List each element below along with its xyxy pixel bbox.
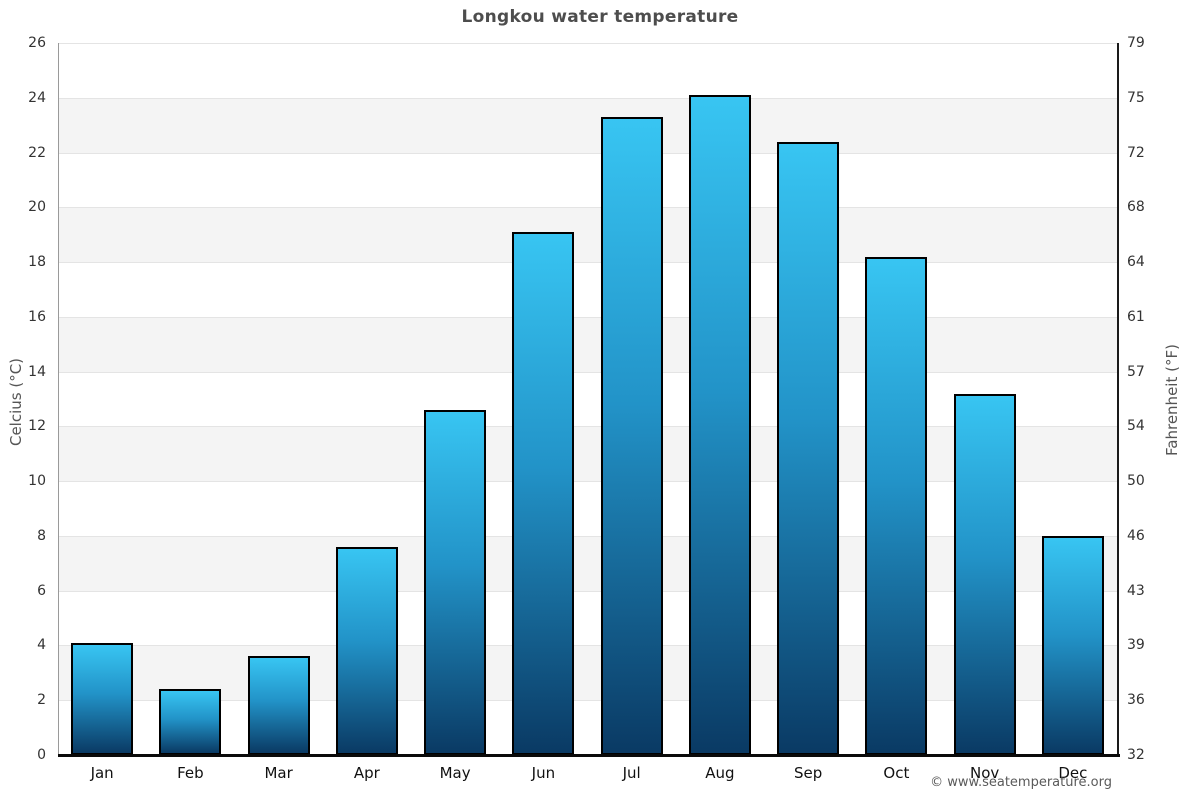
y-tick-fahrenheit-32: 32	[1127, 747, 1145, 763]
bar-nov[interactable]	[953, 393, 1016, 755]
y-tick-fahrenheit-61: 61	[1127, 308, 1145, 325]
x-tick-jun: Jun	[531, 764, 556, 782]
y-tick-celsius-12: 12	[28, 418, 46, 435]
y-tick-celsius-10: 10	[28, 473, 46, 490]
x-tick-feb: Feb	[177, 764, 204, 782]
y-tick-celsius-6: 6	[37, 582, 46, 599]
x-tick-dec: Dec	[1058, 764, 1088, 782]
x-tick-sep: Sep	[793, 764, 823, 782]
bar-feb[interactable]	[159, 689, 222, 755]
y-tick-celsius-2: 2	[37, 692, 46, 709]
grid-band-22-24	[58, 97, 1117, 153]
x-axis-line	[58, 754, 1120, 757]
grid-band-6-8	[58, 535, 1117, 591]
bar-aug[interactable]	[688, 95, 751, 755]
y-tick-fahrenheit-72: 72	[1127, 144, 1145, 161]
bar-jun[interactable]	[512, 231, 575, 755]
grid-band-4-6	[58, 590, 1117, 646]
bar-sep[interactable]	[777, 141, 840, 755]
y-tick-fahrenheit-75: 75	[1127, 89, 1145, 106]
x-tick-jul: Jul	[622, 764, 641, 782]
bar-dec[interactable]	[1041, 535, 1104, 755]
grid-band-12-14	[58, 371, 1117, 427]
x-tick-aug: Aug	[705, 764, 735, 782]
x-tick-jan: Jan	[90, 764, 114, 782]
y-tick-celsius-16: 16	[28, 308, 46, 325]
copyright-link[interactable]: © www.seatemperature.org	[930, 775, 1112, 790]
x-tick-mar: Mar	[264, 764, 293, 782]
y-tick-celsius-8: 8	[37, 527, 46, 544]
grid-band-16-18	[58, 262, 1117, 317]
chart-title: Longkou water temperature	[461, 7, 739, 27]
plot-area	[58, 43, 1117, 755]
grid-band-20-22	[58, 152, 1117, 208]
y-tick-celsius-14: 14	[28, 363, 46, 380]
y-tick-fahrenheit-64: 64	[1127, 254, 1145, 271]
grid-band-0-2	[58, 700, 1117, 755]
y-tick-celsius-0: 0	[37, 747, 46, 763]
bar-jan[interactable]	[71, 642, 134, 755]
grid-band-10-12	[58, 426, 1117, 482]
y-axis-line-left	[58, 43, 59, 755]
bar-mar[interactable]	[247, 656, 310, 755]
y-tick-celsius-18: 18	[28, 254, 46, 271]
y-axis-line-right	[1117, 43, 1119, 755]
y-tick-celsius-20: 20	[28, 199, 46, 216]
bar-oct[interactable]	[865, 256, 928, 755]
grid-band-24-26	[58, 43, 1117, 98]
y-axis-label-fahrenheit: Fahrenheit (°F)	[1163, 344, 1181, 456]
x-tick-may: May	[439, 764, 471, 782]
y-tick-fahrenheit-68: 68	[1127, 199, 1145, 216]
y-tick-fahrenheit-46: 46	[1127, 527, 1145, 544]
y-tick-fahrenheit-36: 36	[1127, 692, 1145, 709]
bar-may[interactable]	[424, 409, 487, 755]
y-tick-fahrenheit-39: 39	[1127, 637, 1145, 654]
y-tick-celsius-22: 22	[28, 144, 46, 161]
y-tick-celsius-24: 24	[28, 89, 46, 106]
y-axis-label-celsius: Celcius (°C)	[7, 357, 25, 447]
x-tick-nov: Nov	[969, 764, 1000, 782]
x-tick-oct: Oct	[883, 764, 910, 782]
x-tick-apr: Apr	[353, 764, 380, 782]
y-tick-celsius-26: 26	[28, 35, 46, 51]
y-tick-fahrenheit-43: 43	[1127, 582, 1145, 599]
y-tick-fahrenheit-54: 54	[1127, 418, 1145, 435]
grid-band-8-10	[58, 481, 1117, 536]
grid-band-2-4	[58, 645, 1117, 701]
bar-apr[interactable]	[335, 546, 398, 755]
y-tick-fahrenheit-57: 57	[1127, 363, 1145, 380]
bar-jul[interactable]	[600, 116, 663, 755]
y-tick-fahrenheit-50: 50	[1127, 473, 1145, 490]
y-tick-fahrenheit-79: 79	[1127, 35, 1145, 51]
grid-band-18-20	[58, 207, 1117, 263]
y-tick-celsius-4: 4	[37, 637, 46, 654]
grid-band-14-16	[58, 316, 1117, 372]
